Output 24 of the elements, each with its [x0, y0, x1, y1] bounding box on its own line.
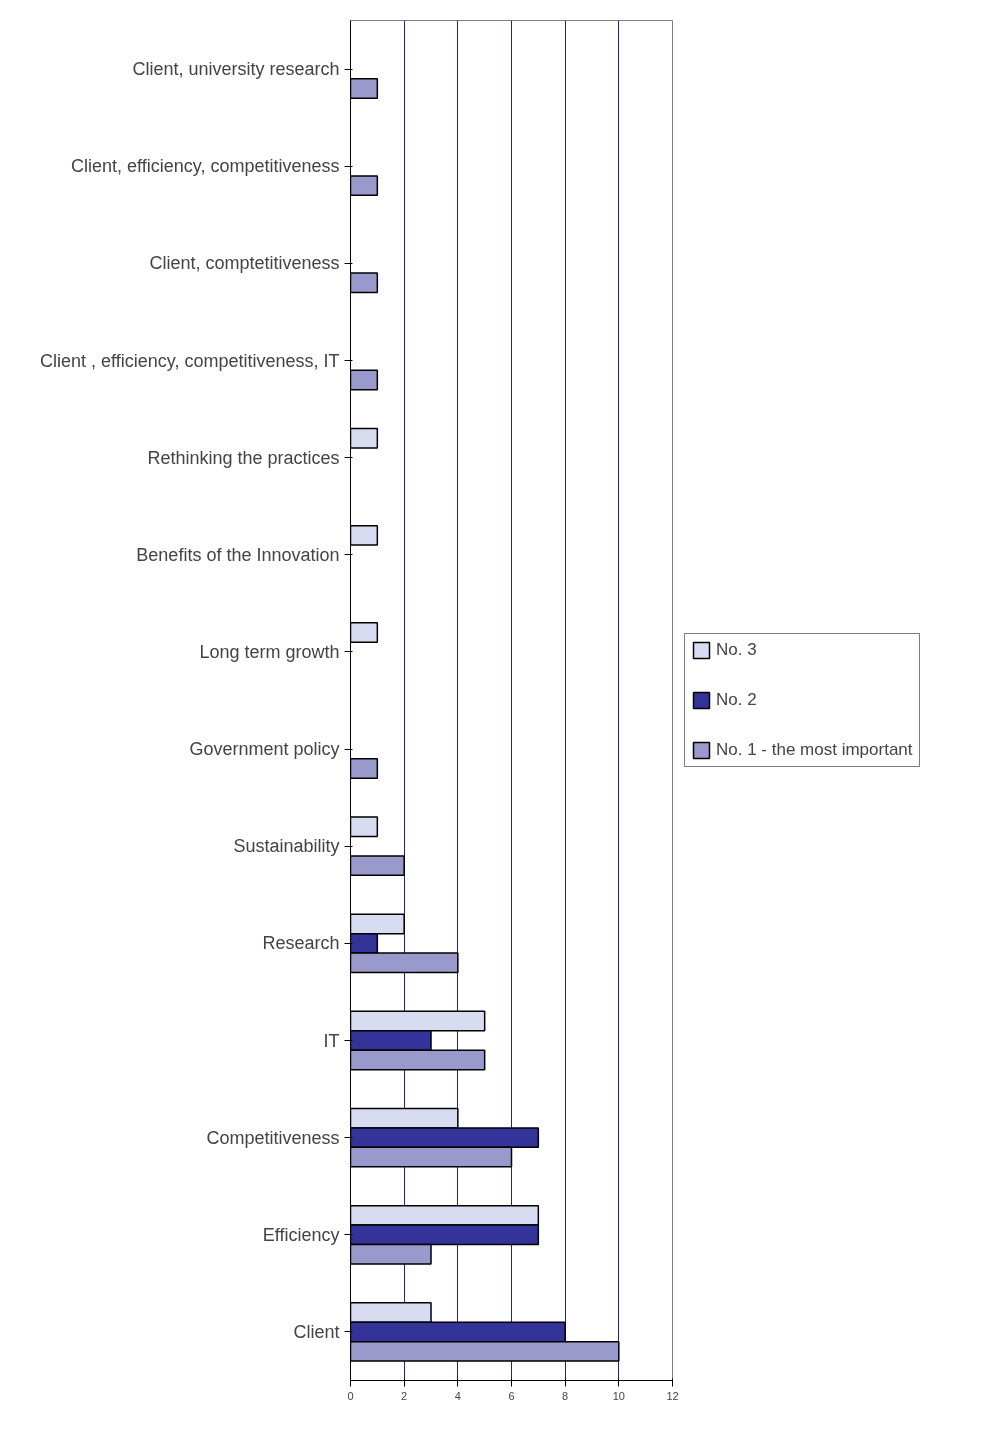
legend-label: No. 1 - the most important	[716, 740, 913, 760]
x-tick-label: 12	[666, 1389, 679, 1402]
x-tick-label: 2	[401, 1389, 408, 1402]
x-tick-label: 4	[454, 1389, 461, 1402]
legend-label: No. 3	[716, 640, 757, 660]
y-tick-label: Client , efficiency, competitiveness, IT	[40, 350, 340, 371]
y-tick-label: Rethinking the practices	[147, 447, 340, 468]
x-tick-label: 10	[612, 1389, 625, 1402]
y-tick-label: Client, university research	[132, 59, 340, 80]
y-tick-label: Long term growth	[199, 641, 340, 662]
legend-label: No. 2	[716, 690, 757, 710]
y-tick-label: Research	[262, 933, 340, 954]
y-tick-label: Client, efficiency, competitiveness	[71, 156, 340, 177]
y-tick-label: Government policy	[189, 739, 340, 760]
y-tick-label: Efficiency	[262, 1224, 340, 1245]
y-tick-label: Sustainability	[233, 836, 340, 857]
y-tick-label: Competitiveness	[206, 1127, 340, 1148]
x-tick-label: 8	[562, 1389, 569, 1402]
y-tick-label: Benefits of the Innovation	[136, 544, 340, 565]
y-tick-label: Client, comptetitiveness	[149, 253, 340, 274]
y-tick-label: IT	[323, 1030, 340, 1051]
x-tick-label: 0	[347, 1389, 354, 1402]
y-tick-label: Client	[293, 1321, 340, 1342]
x-tick-label: 6	[508, 1389, 515, 1402]
